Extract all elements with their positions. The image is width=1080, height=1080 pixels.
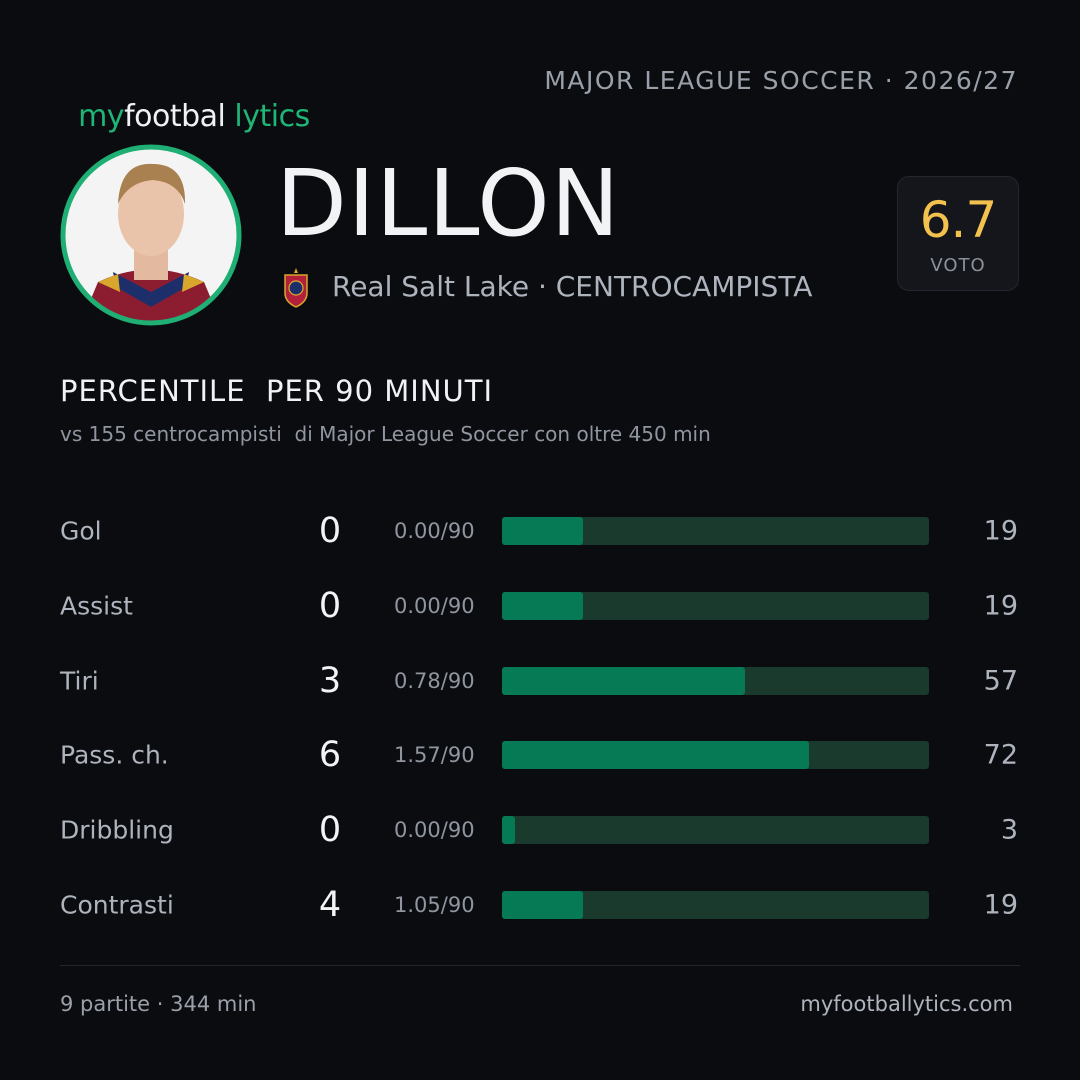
league: MAJOR LEAGUE SOCCER · 2026/27 [544,66,1018,95]
percentile-bar [502,816,515,845]
percentile-bar [502,591,584,620]
divider [60,965,1020,966]
stat-total: 4 [318,885,342,925]
footer-matches: 9 partite · 344 min [60,992,257,1016]
stat-label: Tiri [60,666,99,696]
stat-total: 0 [318,511,342,551]
bar-track [502,816,929,845]
stat-per90: 0.78/90 [394,668,475,693]
stat-percentile: 19 [983,590,1018,622]
stat-label: Dribbling [60,815,174,845]
stat-per90: 0.00/90 [394,519,475,543]
stat-per90: 1.57/90 [394,743,475,768]
stat-total: 0 [318,585,342,626]
section-subtitle: vs 155 centrocampisti di Major League So… [60,422,711,446]
stat-total: 6 [318,735,342,776]
stat-percentile: 19 [983,889,1018,921]
stat-per90: 0.00/90 [394,593,475,618]
stat-percentile: 3 [1000,814,1018,846]
percentile-bar [502,517,584,545]
percentile-bar [502,741,810,770]
logo-part: lytics [234,99,310,134]
team-crest [284,268,308,308]
stat-per90: 1.05/90 [394,893,475,917]
logo-part: footbal [124,99,226,134]
stat-label: Assist [60,591,133,621]
stat-percentile: 57 [983,665,1018,697]
rating-box: 6.7 VOTO [897,176,1019,291]
stat-label: Contrasti [60,890,174,920]
team-line: Real Salt Lake · CENTROCAMPISTA [332,270,813,303]
percentile-bar [502,666,746,695]
section-title: PERCENTILE PER 90 MINUTI [60,374,494,408]
rating-label: VOTO [930,255,986,276]
stat-percentile: 19 [983,515,1018,547]
percentile-bar [502,891,584,919]
stat-percentile: 72 [983,739,1018,771]
player-name: DILLON [276,150,621,257]
logo: myfootbal lytics [60,64,310,134]
rating-value: 6.7 [919,191,998,249]
stat-label: Pass. ch. [60,740,169,770]
stat-label: Gol [60,516,102,546]
logo-part: my [78,99,125,134]
stat-total: 3 [318,660,342,701]
footer-site: myfootballytics.com [800,992,1013,1016]
stat-total: 0 [318,810,342,851]
player-photo [60,144,242,326]
stat-per90: 0.00/90 [394,818,475,843]
